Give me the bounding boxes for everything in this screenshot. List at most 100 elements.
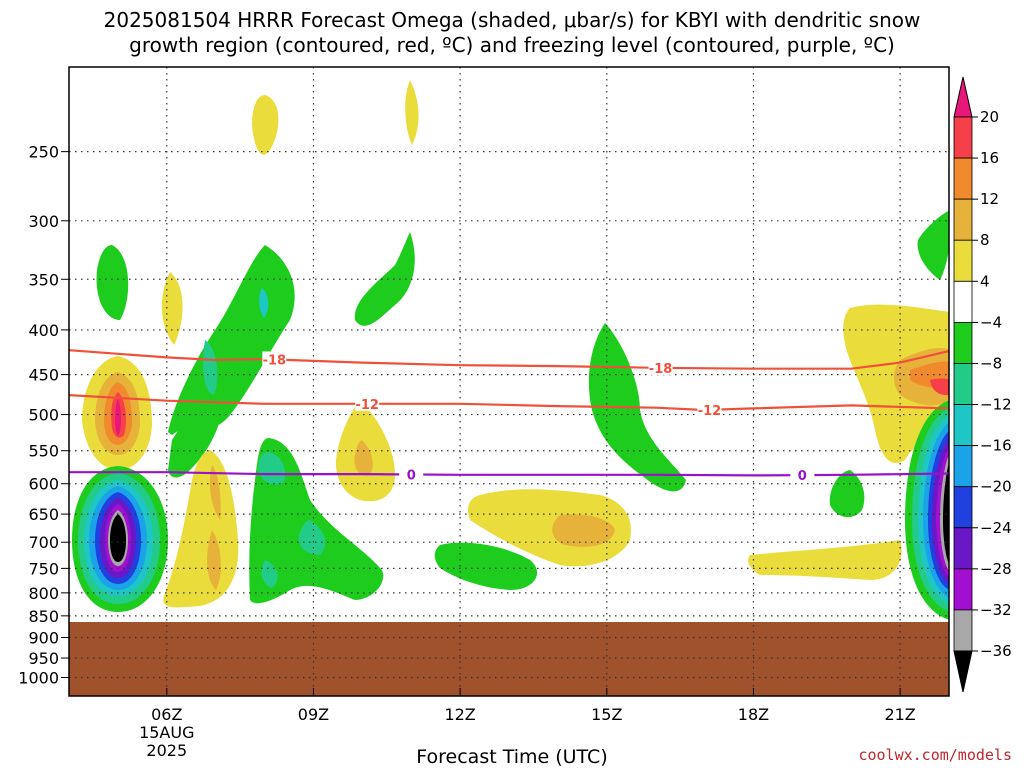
contour-label: -18 (263, 353, 287, 368)
contour-label: 0 (407, 468, 416, 483)
contour-label-bg (262, 351, 287, 367)
omega-blob (930, 378, 949, 396)
omega-blob (161, 272, 183, 345)
y-tick-label: 700 (28, 533, 59, 552)
temperature-contours: -18 -18 -12 -12 0 0 (68, 349, 950, 484)
colorbar-label: −32 (980, 601, 1012, 619)
site-credit: coolwx.com/models (858, 746, 1012, 764)
x-tick-date-day: 15AUG (139, 723, 194, 742)
colorbar-label: −16 (980, 437, 1012, 455)
y-tick-label: 250 (28, 143, 59, 162)
colorbar-swatch (953, 445, 973, 488)
colorbar-swatch (953, 116, 973, 159)
y-axis-pressure-ticks: 250 300 350 400 450 500 550 600 650 700 750 800 850 9… (18, 143, 69, 687)
y-tick-label: 750 (28, 559, 59, 578)
omega-blob (252, 95, 279, 155)
contour-line (68, 394, 950, 412)
omega-blob (829, 470, 865, 518)
y-tick-label: 300 (28, 212, 59, 231)
colorbar-swatch (953, 527, 973, 570)
contour-label: -18 (649, 362, 673, 377)
omega-blob (354, 232, 415, 326)
colorbar-label: −28 (980, 560, 1012, 578)
contour-label-bg (790, 467, 815, 483)
omega-blob (434, 542, 538, 590)
omega-blob (209, 465, 221, 520)
omega-blob (115, 398, 121, 436)
y-tick-label: 800 (28, 584, 59, 603)
omega-blob (207, 530, 221, 590)
colorbar-label: −8 (980, 354, 1002, 372)
plot-frame (68, 66, 950, 697)
omega-colorbar: 20 16 12 8 4 −4 −8 −12 −16 −20 −24 −28 −32 −36 (953, 76, 1012, 693)
colorbar-swatch (953, 568, 973, 611)
colorbar-label: −24 (980, 519, 1012, 537)
omega-blob (552, 514, 615, 547)
contour-line (68, 349, 950, 370)
y-tick-label: 950 (28, 649, 59, 668)
y-tick-label: 850 (28, 607, 59, 626)
colorbar-swatch (953, 363, 973, 405)
y-tick-label: 1000 (18, 668, 59, 687)
colorbar-label: 16 (980, 149, 999, 167)
colorbar-swatch (953, 239, 973, 282)
y-tick-label: 550 (28, 442, 59, 461)
colorbar-swatch (953, 198, 973, 241)
colorbar-swatch (953, 404, 973, 447)
omega-blob (405, 80, 419, 145)
x-tick-label: 18Z (738, 705, 769, 724)
x-tick-date-year: 2025 (146, 741, 187, 760)
x-axis-label: Forecast Time (UTC) (416, 746, 608, 768)
omega-blob (258, 452, 286, 485)
contour-label-bg (355, 395, 380, 411)
chart-grid (69, 67, 949, 696)
contour-label: -12 (698, 404, 722, 419)
colorbar-swatch (953, 609, 973, 652)
colorbar-label: 4 (980, 272, 990, 290)
x-tick-label: 12Z (444, 705, 475, 724)
omega-shaded-field (72, 80, 949, 620)
chart-title-line-2: growth region (contoured, red, ºC) and f… (129, 33, 895, 57)
chart-title-line-1: 2025081504 HRRR Forecast Omega (shaded, … (103, 8, 921, 32)
y-tick-label: 600 (28, 475, 59, 494)
omega-blob (917, 210, 949, 280)
colorbar-swatch (953, 280, 973, 323)
omega-blob (168, 370, 224, 478)
colorbar-label: 12 (980, 190, 999, 208)
omega-blob (468, 489, 631, 567)
x-tick-label: 15Z (591, 705, 622, 724)
colorbar-label: −36 (980, 642, 1012, 660)
omega-blob (943, 461, 949, 565)
colorbar-bottom-arrow (953, 650, 973, 693)
colorbar-swatch (953, 486, 973, 529)
colorbar-top-arrow (953, 76, 973, 118)
omega-blob (261, 560, 278, 588)
y-tick-label: 400 (28, 321, 59, 340)
colorbar-label: 8 (980, 231, 990, 249)
colorbar-label: −20 (980, 478, 1012, 496)
contour-label-bg (697, 401, 722, 417)
y-tick-label: 900 (28, 629, 59, 648)
y-tick-label: 500 (28, 406, 59, 425)
contour-label: 0 (798, 469, 807, 484)
colorbar-label: −4 (980, 313, 1002, 331)
omega-blob (354, 440, 373, 476)
y-tick-label: 350 (28, 270, 59, 289)
colorbar-swatch (953, 157, 973, 200)
colorbar-label: −12 (980, 396, 1012, 414)
y-tick-label: 450 (28, 366, 59, 385)
contour-label: -12 (355, 398, 379, 413)
omega-blob (96, 245, 129, 320)
omega-blob (203, 340, 218, 395)
contour-label-bg (399, 466, 424, 482)
colorbar-label: 20 (980, 108, 999, 126)
omega-blob (298, 520, 326, 555)
contour-label-bg (648, 359, 673, 375)
y-tick-label: 650 (28, 505, 59, 524)
omega-blob (168, 245, 295, 435)
x-tick-label: 09Z (298, 705, 329, 724)
omega-blob (748, 540, 902, 580)
omega-blob (110, 514, 126, 562)
colorbar-swatch (953, 321, 973, 364)
